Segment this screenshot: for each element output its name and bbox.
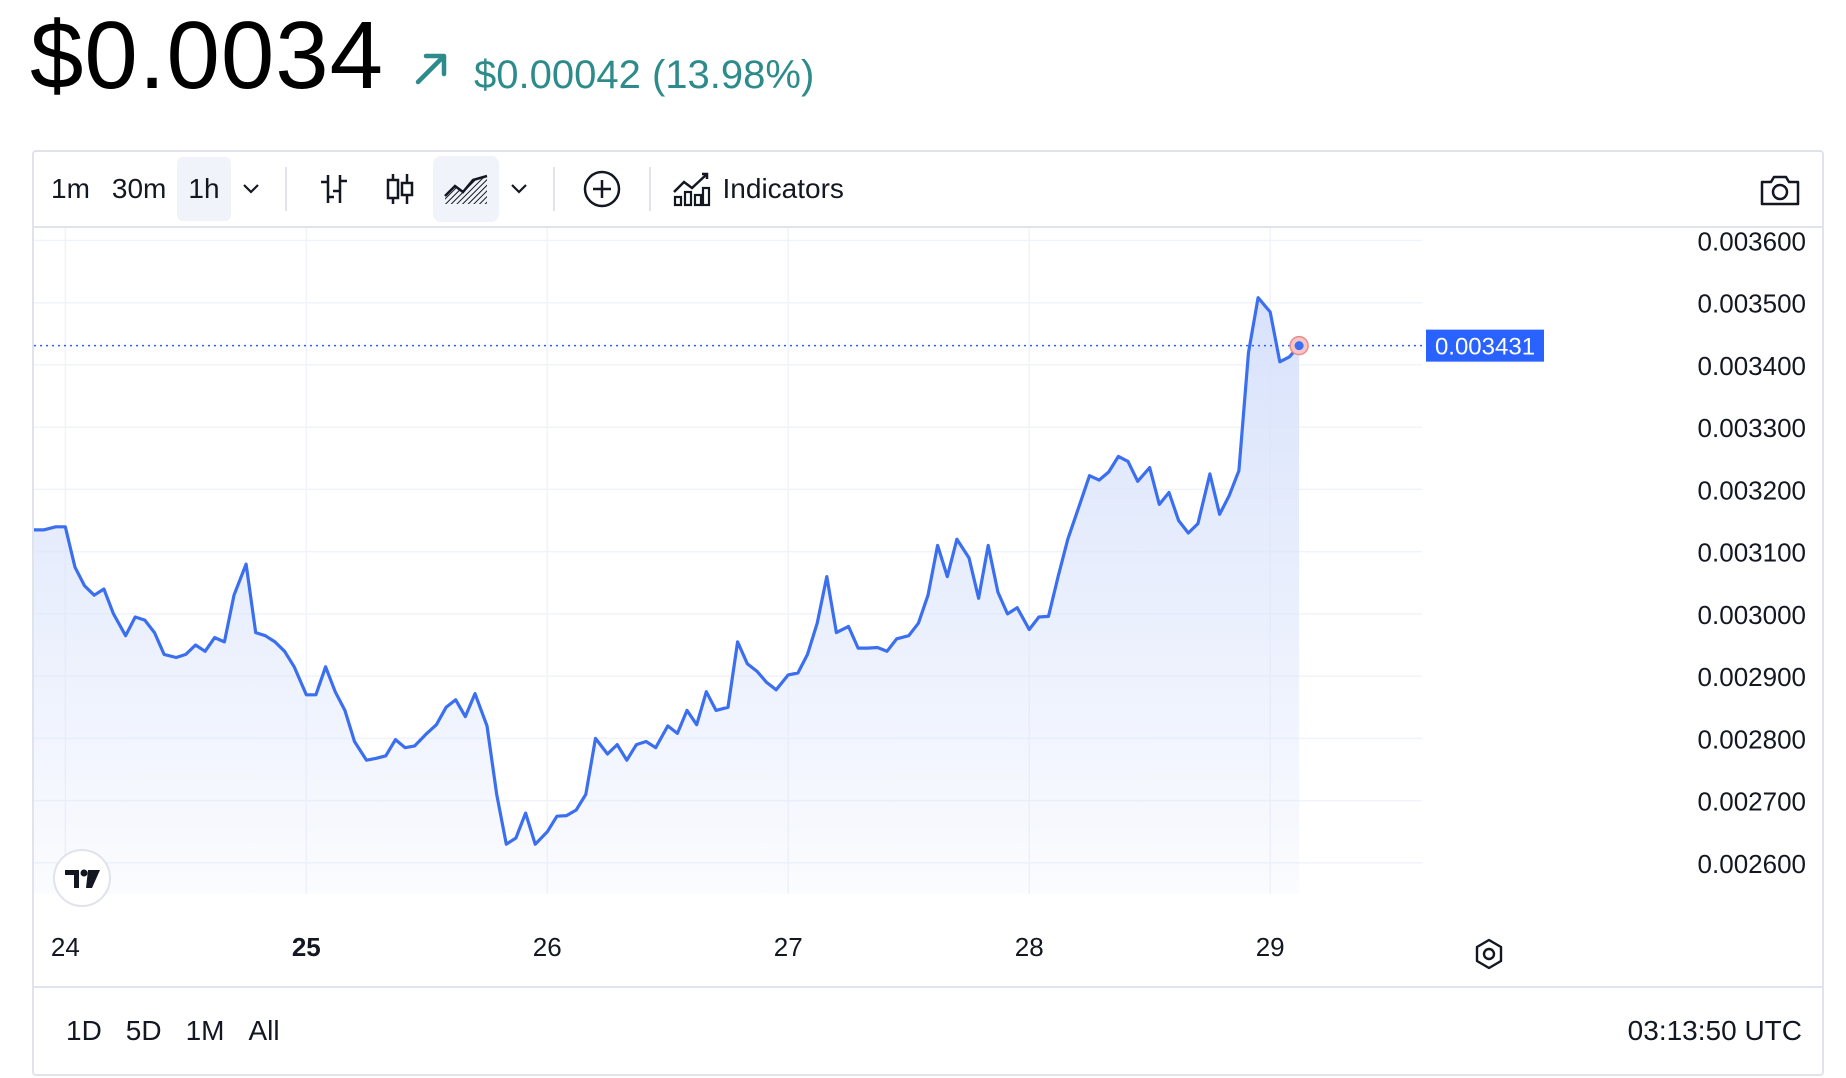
add-compare-icon[interactable] (569, 156, 635, 222)
y-tick-label: 0.003300 (1698, 413, 1806, 443)
x-tick-label: 28 (1015, 932, 1044, 962)
interval-1m[interactable]: 1m (51, 173, 90, 204)
price-change: $0.00042 (13.98%) (474, 53, 815, 97)
y-tick-label: 0.003500 (1698, 289, 1806, 319)
toolbar-divider (284, 167, 287, 211)
range-1d[interactable]: 1D (66, 1015, 102, 1046)
y-tick-label: 0.002800 (1698, 724, 1806, 754)
range-1m[interactable]: 1M (185, 1015, 225, 1046)
last-price-label: 0.003431 (1435, 334, 1535, 361)
chart-footer: 1D 5D 1M All 03:13:50 UTC (34, 986, 1822, 1074)
last-price-label-bg (1426, 329, 1544, 362)
chevron-down-icon[interactable] (231, 157, 271, 221)
last-price-marker (1294, 341, 1304, 351)
bar-chart-icon[interactable] (301, 156, 367, 222)
x-tick-label: 29 (1256, 932, 1285, 962)
chart-panel: 1m 30m 1h Indicators (32, 150, 1824, 1076)
area-chart-icon[interactable] (432, 156, 499, 222)
y-tick-label: 0.003600 (1698, 228, 1806, 256)
chart-toolbar: 1m 30m 1h Indicators (34, 152, 1822, 228)
settings-icon[interactable] (1475, 938, 1503, 970)
y-tick-label: 0.002600 (1698, 849, 1806, 879)
chevron-down-icon[interactable] (499, 157, 539, 221)
x-tick-label: 26 (533, 932, 562, 962)
interval-1h[interactable]: 1h (177, 157, 231, 221)
x-tick-label: 24 (51, 932, 80, 962)
x-tick-label: 25 (292, 932, 321, 962)
toolbar-divider (552, 167, 555, 211)
y-tick-label: 0.002700 (1698, 787, 1806, 817)
x-tick-label: 27 (774, 932, 803, 962)
current-price: $0.0034 (30, 2, 385, 109)
price-line (34, 296, 1301, 846)
tradingview-logo-icon[interactable] (53, 849, 111, 907)
price-area-fill (34, 297, 1300, 894)
range-all[interactable]: All (248, 1015, 280, 1046)
camera-icon[interactable] (1752, 162, 1808, 218)
indicators-button[interactable]: Indicators (665, 157, 850, 221)
chart-area[interactable]: 0.002600 0.002700 0.002800 0.002900 0.003000… (34, 226, 1822, 988)
y-tick-label: 0.003100 (1698, 538, 1806, 568)
utc-clock: 03:13:50 UTC (1627, 1015, 1802, 1046)
range-5d[interactable]: 5D (125, 1015, 162, 1046)
toolbar-divider (648, 167, 651, 211)
y-tick-label: 0.003400 (1698, 351, 1806, 381)
price-header: $0.0034 $0.00042 (13.98%) (30, 8, 814, 108)
candles-icon[interactable] (367, 156, 433, 222)
interval-30m[interactable]: 30m (111, 173, 167, 204)
indicators-icon (671, 170, 711, 208)
indicators-label: Indicators (722, 173, 844, 204)
y-tick-label: 0.002900 (1698, 662, 1806, 692)
y-tick-label: 0.003000 (1698, 600, 1806, 630)
price-chart[interactable]: 0.002600 0.002700 0.002800 0.002900 0.003000… (34, 226, 1822, 988)
arrow-up-right-icon (412, 48, 452, 88)
y-tick-label: 0.003200 (1698, 475, 1806, 505)
